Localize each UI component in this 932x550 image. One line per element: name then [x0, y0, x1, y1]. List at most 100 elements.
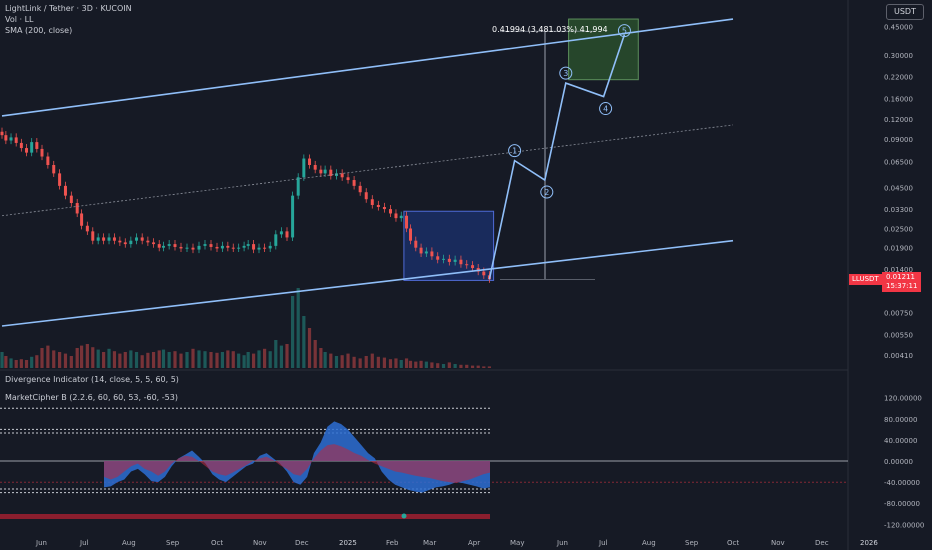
candle-body — [226, 245, 230, 248]
channel-upper-line — [1, 18, 734, 117]
candle-body — [308, 158, 312, 165]
time-axis-tick: 2025 — [339, 539, 357, 547]
volume-bar — [352, 356, 356, 368]
cipher-wave1-area — [104, 421, 490, 493]
volume-bar — [203, 351, 207, 368]
wave-label-3: 3 — [563, 69, 568, 78]
volume-bar — [107, 348, 111, 368]
volume-bar — [14, 360, 18, 368]
volume-bar — [388, 359, 393, 368]
candle-body — [209, 244, 213, 247]
candle-body — [203, 244, 207, 246]
volume-bar — [307, 328, 312, 368]
price-axis-tick: 0.04500 — [884, 184, 913, 192]
elliott-wave-path — [488, 34, 626, 280]
indicator-axis-tick: -80.00000 — [884, 500, 920, 508]
candle-body — [346, 177, 350, 181]
candle-body — [123, 242, 127, 245]
wave-label-1: 1 — [512, 147, 517, 156]
divergence-legend: Divergence Indicator (14, close, 5, 5, 6… — [5, 375, 179, 384]
time-axis-tick: May — [510, 539, 524, 547]
volume-bar — [268, 351, 272, 368]
volume-bar — [220, 352, 225, 368]
candle-body — [465, 264, 469, 266]
volume-bar — [470, 365, 475, 368]
volume-bar — [257, 350, 261, 368]
volume-bar — [151, 352, 156, 368]
candle-body — [215, 246, 219, 249]
volume-bar — [263, 348, 267, 368]
volume-bar — [302, 316, 306, 368]
market-cipher-legend: MarketCipher B (2.2.6, 60, 60, 53, -60, … — [5, 393, 178, 402]
volume-bar — [334, 356, 339, 368]
candle-body — [152, 242, 156, 245]
candle-body — [91, 231, 95, 241]
candle-body — [96, 237, 100, 241]
time-axis-tick: Dec — [815, 539, 829, 547]
candle-body — [85, 225, 89, 232]
cipher-wave2-area — [104, 444, 490, 484]
volume-bar — [63, 353, 68, 368]
volume-bar — [173, 351, 177, 368]
last-price-value: 0.01211 — [886, 273, 915, 281]
volume-bar — [376, 356, 380, 368]
volume-bar — [430, 362, 434, 368]
candle-body — [185, 247, 189, 249]
candle-body — [118, 240, 122, 243]
candle-body — [285, 231, 289, 238]
currency-selector[interactable]: USDT — [886, 4, 924, 20]
candle-body — [107, 237, 111, 241]
price-axis-tick: 0.30000 — [884, 52, 913, 60]
volume-bar — [399, 360, 403, 368]
wave-label-circle — [540, 185, 554, 199]
indicator-axis-tick: -40.00000 — [884, 479, 920, 487]
candle-body — [179, 246, 183, 249]
price-axis-tick: 0.45000 — [884, 23, 913, 31]
volume-bar — [40, 348, 44, 368]
measure-label: 0.41994 (3,481.03%) 41,994 — [492, 25, 608, 34]
symbol-title: LightLink / Tether · 3D · KUCOIN — [5, 4, 132, 13]
candle-body — [19, 142, 23, 149]
candle-body — [135, 237, 139, 241]
volume-bar — [226, 350, 230, 368]
volume-bar — [19, 359, 23, 368]
last-price-label: 0.01211 15:37:11 — [882, 272, 922, 292]
volume-bar — [4, 356, 8, 368]
time-axis-tick: Feb — [386, 539, 399, 547]
candle-body — [436, 256, 440, 260]
time-axis-tick: Jul — [79, 539, 89, 547]
candle-body — [388, 209, 392, 214]
candle-body — [409, 228, 412, 241]
price-axis-tick: 0.09000 — [884, 136, 913, 144]
candle-body — [102, 237, 106, 241]
time-axis-tick: Mar — [423, 539, 436, 547]
volume-bar — [80, 345, 84, 368]
volume-bar — [274, 340, 278, 368]
volume-bar — [323, 352, 327, 368]
volume-bar — [24, 360, 29, 368]
candle-body — [0, 131, 4, 136]
volume-bar — [424, 361, 428, 368]
volume-bar — [58, 352, 62, 368]
candle-body — [80, 213, 84, 226]
volume-bar — [441, 364, 446, 368]
candle-body — [237, 247, 241, 249]
candle-body — [69, 195, 73, 204]
time-axis-tick: Sep — [685, 539, 699, 547]
time-axis-tick: Nov — [771, 539, 785, 547]
volume-bar — [476, 365, 480, 368]
candle-body — [197, 245, 201, 250]
volume-bar — [414, 361, 418, 368]
volume-bar — [140, 355, 144, 368]
volume-bar — [75, 348, 79, 368]
candle-body — [296, 177, 300, 196]
volume-bar — [453, 364, 457, 368]
candle-body — [329, 169, 333, 176]
volume-bar — [404, 358, 409, 368]
candle-body — [419, 247, 423, 254]
volume-bar — [251, 353, 256, 368]
indicator-axis-tick: 120.00000 — [884, 395, 922, 403]
volume-bar — [197, 350, 201, 368]
candle-body — [173, 244, 177, 247]
